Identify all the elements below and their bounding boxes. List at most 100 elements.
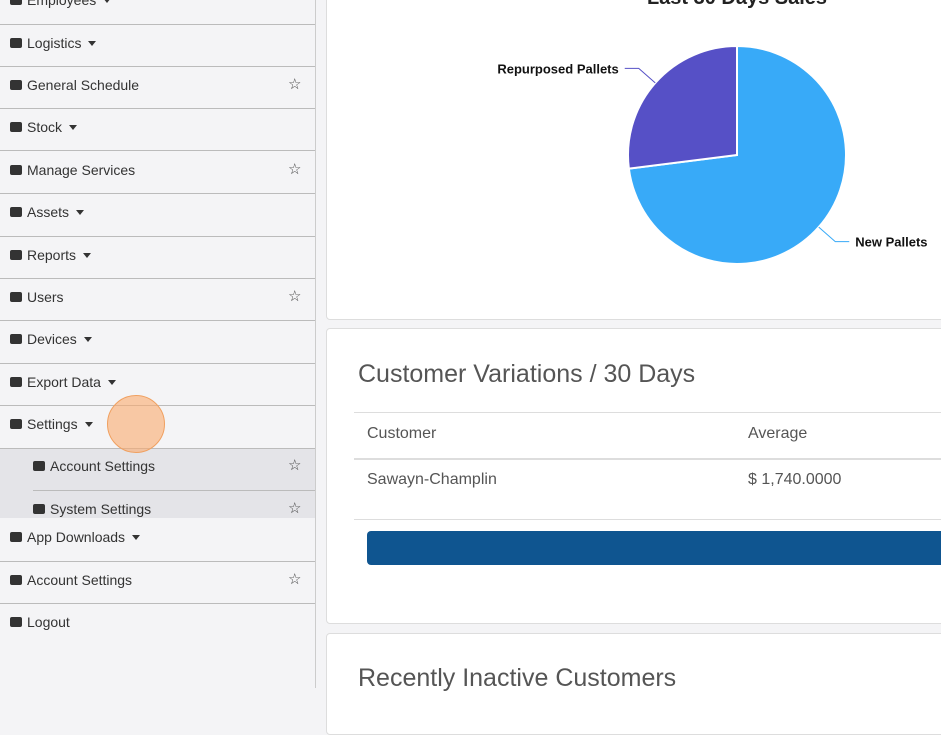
nav-item[interactable]: App Downloads: [0, 527, 315, 547]
leader-line: [818, 226, 850, 243]
icon: [33, 504, 45, 514]
nav-item[interactable]: Employees: [0, 0, 315, 10]
icon: [10, 575, 22, 585]
separator: [0, 150, 315, 151]
nav-label: Reports: [27, 247, 77, 263]
star[interactable]: ☆: [288, 76, 302, 93]
caret: [76, 210, 85, 219]
nav-label: Users: [27, 289, 64, 305]
td: Sawayn-Champlin: [367, 471, 497, 488]
icon: [33, 461, 45, 471]
nav-label: Manage Services: [27, 162, 136, 178]
nav-label: Export Data: [27, 374, 101, 390]
chart-title: Last 30 Days Sales: [647, 0, 827, 9]
icon: [10, 334, 22, 344]
caret: [88, 41, 97, 50]
caret: [84, 422, 93, 431]
icon: [10, 419, 22, 429]
pie-slice: [627, 44, 738, 170]
separator: [0, 363, 315, 364]
click-indicator: [107, 395, 165, 453]
nav-label: Account Settings: [27, 572, 133, 588]
icon: [10, 532, 22, 542]
nav-label: Logistics: [27, 35, 82, 51]
separator: [0, 603, 315, 604]
card-title: Customer Variations / 30 Days: [358, 360, 696, 388]
nav-label: General Schedule: [27, 77, 140, 93]
icon: [10, 617, 22, 627]
icon: [10, 38, 22, 48]
slice-label: Repurposed Pallets: [497, 61, 618, 76]
nav-item[interactable]: Account Settings ☆: [0, 570, 315, 590]
rule: [354, 519, 941, 520]
nav-item[interactable]: Manage Services ☆: [0, 160, 315, 180]
separator: [0, 236, 315, 237]
star[interactable]: ☆: [288, 571, 302, 588]
separator: [0, 448, 315, 449]
nav-item[interactable]: Logistics: [0, 33, 315, 53]
nav-item[interactable]: Account Settings ☆: [0, 456, 315, 476]
separator: [0, 24, 315, 25]
nav-label: Stock: [27, 119, 63, 135]
nav-item[interactable]: Reports: [0, 245, 315, 265]
leader-line: [624, 67, 656, 84]
nav-item[interactable]: General Schedule ☆: [0, 75, 315, 95]
td: $ 1,740.0000: [748, 471, 842, 488]
icon: [10, 250, 22, 260]
submenu-bg: [0, 448, 315, 518]
sales-card: Last 30 Days Sales New Pallets Repurposed…: [326, 0, 941, 320]
nav-item[interactable]: Devices: [0, 329, 315, 349]
star[interactable]: ☆: [288, 500, 302, 517]
icon: [10, 165, 22, 175]
caret: [107, 380, 116, 389]
nav-item[interactable]: Settings: [0, 414, 315, 434]
separator: [0, 108, 315, 109]
inactive-card: Recently Inactive Customers: [326, 633, 941, 735]
separator: [33, 490, 315, 491]
rule: [354, 412, 941, 413]
icon: [10, 122, 22, 132]
separator: [0, 320, 315, 321]
nav-label: Devices: [27, 331, 77, 347]
rule: [354, 458, 941, 460]
th: Customer: [367, 425, 437, 442]
nav-label: Logout: [27, 614, 70, 630]
caret: [69, 125, 78, 134]
caret: [83, 337, 92, 346]
icon: [10, 292, 22, 302]
button[interactable]: [367, 531, 941, 565]
nav-label: Settings: [27, 416, 78, 432]
pie-chart: Last 30 Days Sales New Pallets Repurposed…: [497, 0, 928, 265]
sidebar: Employees Logistics General Schedule ☆ Stock…: [0, 0, 316, 688]
nav-item[interactable]: System Settings ☆: [0, 499, 315, 519]
separator: [0, 561, 315, 562]
separator: [0, 278, 315, 279]
nav-label: App Downloads: [27, 529, 126, 545]
nav-item[interactable]: Stock: [0, 117, 315, 137]
variations-card: Customer Variations / 30 Days Customer A…: [326, 328, 941, 624]
icon: [10, 377, 22, 387]
caret: [132, 535, 141, 544]
separator: [0, 193, 315, 194]
nav-label: System Settings: [50, 501, 152, 517]
nav-label: Employees: [27, 0, 97, 8]
card-title: Recently Inactive Customers: [358, 664, 677, 692]
nav-label: Account Settings: [50, 458, 156, 474]
nav-item[interactable]: Assets: [0, 202, 315, 222]
slice-label: New Pallets: [855, 235, 927, 250]
star[interactable]: ☆: [288, 161, 302, 178]
separator: [0, 66, 315, 67]
star[interactable]: ☆: [288, 457, 302, 474]
caret: [83, 253, 92, 262]
nav-label: Assets: [27, 204, 70, 220]
nav-item[interactable]: Logout: [0, 612, 315, 632]
th: Average: [748, 425, 808, 442]
star[interactable]: ☆: [288, 288, 302, 305]
icon: [10, 80, 22, 90]
nav-item[interactable]: Users ☆: [0, 287, 315, 307]
icon: [10, 0, 22, 5]
icon: [10, 207, 22, 217]
caret: [103, 0, 112, 7]
nav-item[interactable]: Export Data: [0, 372, 315, 392]
